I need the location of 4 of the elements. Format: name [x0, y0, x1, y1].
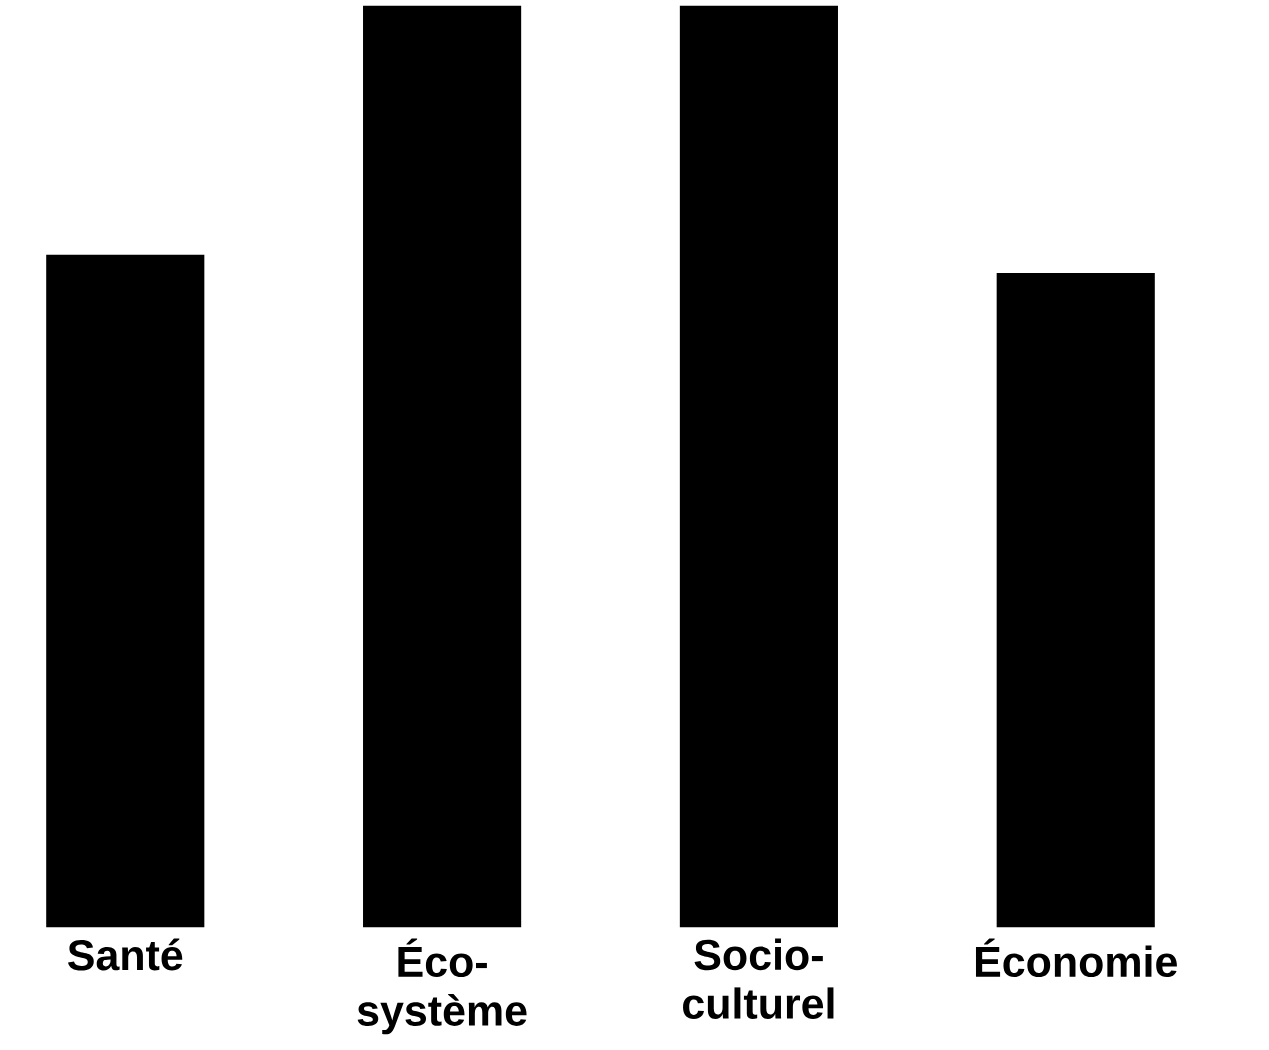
x-tick-label: Socio-culturel — [683, 938, 834, 1019]
x-tick-label: Santé — [68, 938, 183, 971]
x-tick-label: Éco-système — [357, 938, 527, 1035]
x-tick-label: Économie — [975, 938, 1177, 977]
